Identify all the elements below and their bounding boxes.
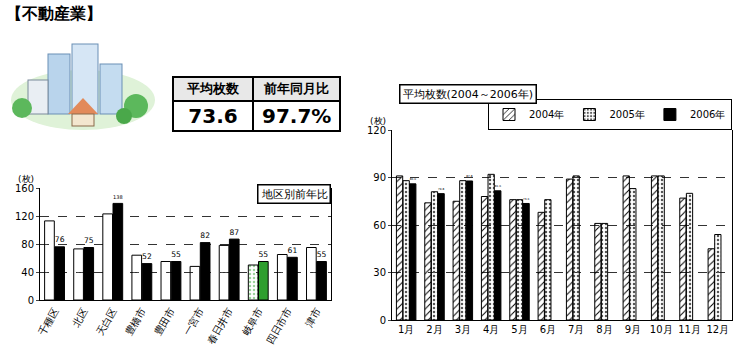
svg-text:55: 55	[317, 250, 327, 259]
svg-text:11月: 11月	[678, 324, 701, 335]
svg-text:12月: 12月	[706, 324, 729, 335]
html-text:73.6: 73.6	[188, 104, 238, 128]
svg-text:81.6: 81.6	[495, 184, 501, 188]
svg-text:30: 30	[373, 267, 386, 278]
svg-text:0: 0	[380, 315, 386, 326]
svg-text:0: 0	[28, 295, 34, 306]
svg-text:四日市市: 四日市市	[264, 306, 294, 346]
svg-text:10月: 10月	[650, 324, 673, 335]
svg-text:一宮市: 一宮市	[182, 306, 207, 337]
svg-text:90: 90	[373, 172, 386, 183]
svg-text:津市: 津市	[303, 306, 323, 329]
svg-text:岐阜市: 岐阜市	[240, 306, 265, 337]
svg-text:2月: 2月	[426, 324, 442, 335]
svg-text:55: 55	[171, 250, 181, 259]
svg-text:天白区: 天白区	[94, 306, 119, 337]
svg-text:8月: 8月	[596, 324, 612, 335]
svg-text:120: 120	[367, 125, 386, 136]
html-text:97.7%: 97.7%	[262, 104, 332, 128]
svg-text:52: 52	[142, 252, 152, 261]
svg-text:80: 80	[21, 239, 34, 250]
svg-text:2005年: 2005年	[609, 109, 644, 120]
html-text:前年同月比: 前年同月比	[264, 81, 330, 96]
svg-text:1月: 1月	[398, 324, 414, 335]
svg-text:55: 55	[259, 250, 269, 259]
svg-text:3月: 3月	[455, 324, 471, 335]
svg-text:豊田市: 豊田市	[152, 306, 177, 337]
svg-text:2004年: 2004年	[529, 109, 564, 120]
svg-text:5月: 5月	[511, 324, 527, 335]
svg-text:138: 138	[113, 194, 123, 200]
svg-text:(枚): (枚)	[18, 174, 34, 184]
svg-text:北区: 北区	[70, 306, 90, 329]
svg-text:79.8: 79.8	[438, 187, 444, 191]
svg-text:160: 160	[15, 183, 34, 194]
svg-text:6月: 6月	[540, 324, 556, 335]
svg-text:地区別前年比: 地区別前年比	[261, 188, 328, 201]
html-text:平均枚数: 平均枚数	[187, 81, 239, 96]
svg-text:豊橋市: 豊橋市	[123, 306, 148, 337]
svg-text:87: 87	[229, 228, 239, 237]
svg-text:春日井市: 春日井市	[206, 306, 236, 346]
svg-text:120: 120	[15, 211, 34, 222]
svg-text:75: 75	[84, 236, 94, 245]
svg-text:73.6: 73.6	[523, 197, 529, 201]
svg-text:87.8: 87.8	[466, 174, 472, 178]
svg-text:40: 40	[21, 267, 34, 278]
svg-text:7月: 7月	[568, 324, 584, 335]
svg-text:82: 82	[200, 231, 210, 240]
svg-text:4月: 4月	[483, 324, 499, 335]
svg-text:千種区: 千種区	[36, 306, 61, 337]
svg-text:(枚): (枚)	[370, 116, 386, 126]
svg-text:76: 76	[55, 235, 65, 244]
svg-text:9月: 9月	[625, 324, 641, 335]
svg-text:86.0: 86.0	[410, 177, 416, 181]
svg-text:2006年: 2006年	[690, 109, 725, 120]
html-text:【不動産業】: 【不動産業】	[6, 4, 102, 23]
svg-text:平均枚数(2004～2006年): 平均枚数(2004～2006年)	[403, 88, 534, 101]
svg-text:60: 60	[373, 220, 386, 231]
svg-text:61: 61	[288, 246, 298, 255]
